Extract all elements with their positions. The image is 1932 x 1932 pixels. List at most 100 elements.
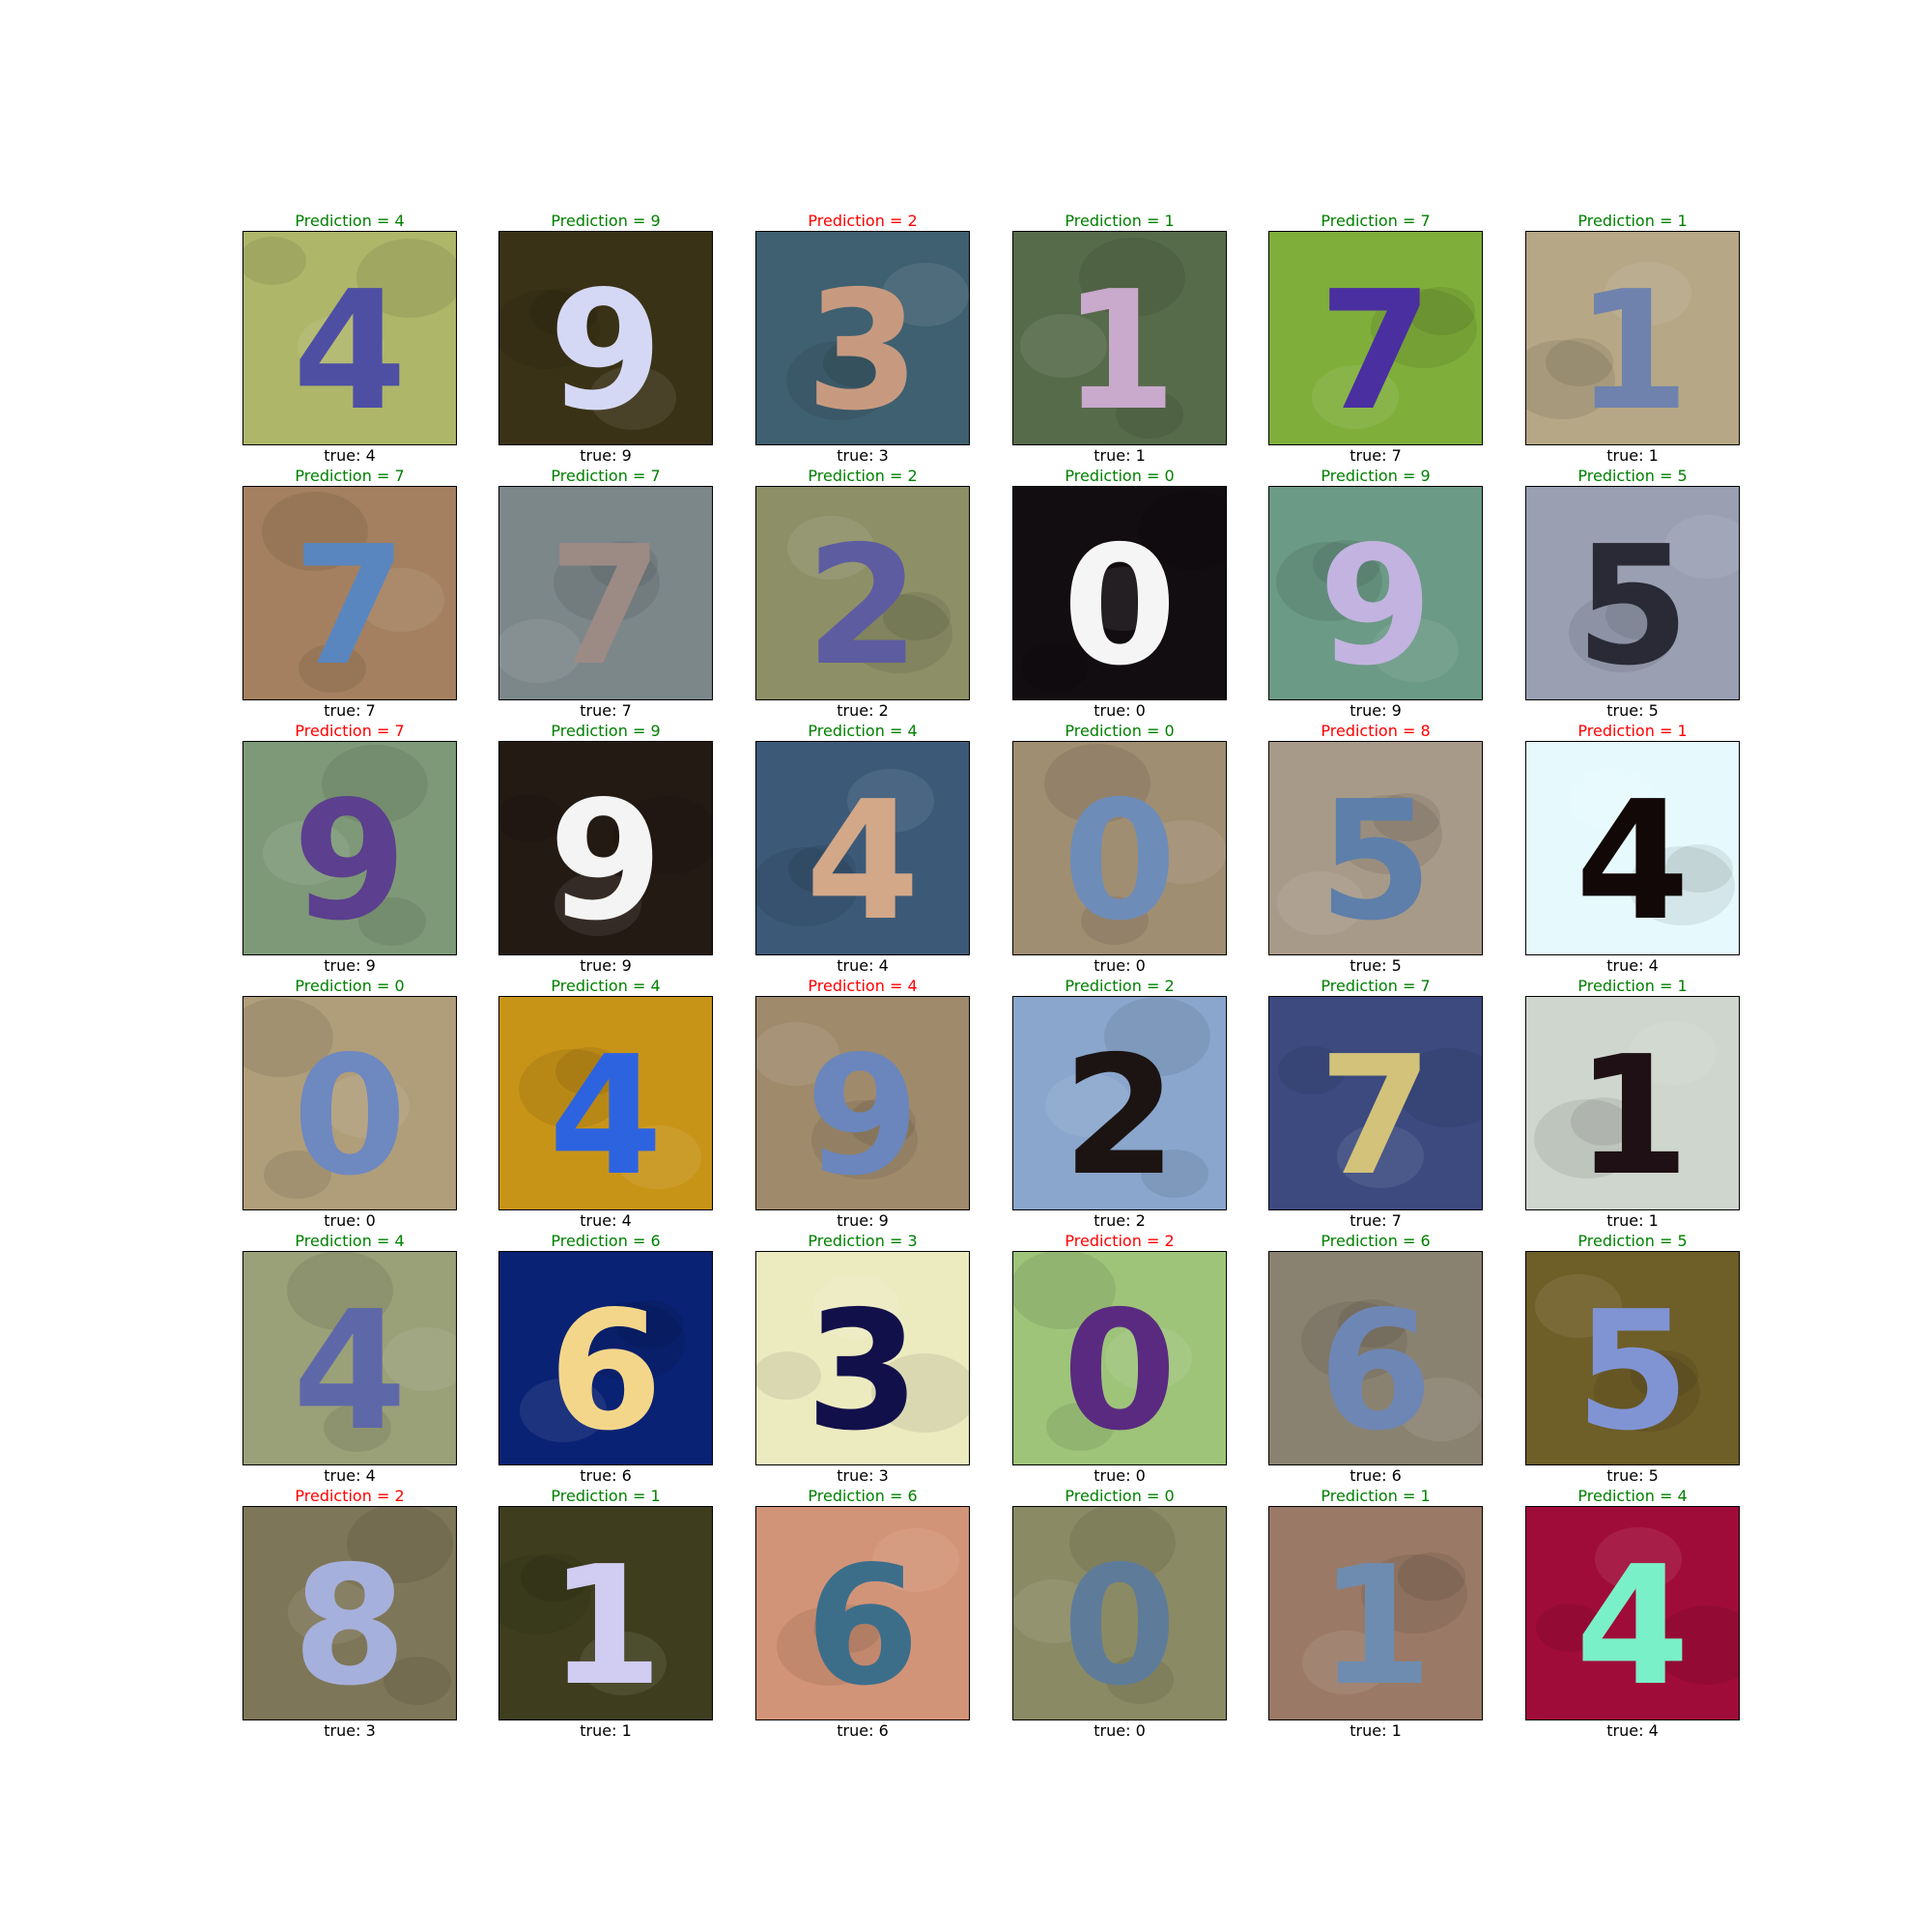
digit-panel: Prediction = 2 2 true: 2 [1012,976,1227,1232]
digit-panel: Prediction = 8 5 true: 5 [1268,721,1483,977]
digit-glyph: 1 [1319,1531,1433,1719]
digit-panel: Prediction = 4 4 true: 4 [498,976,713,1232]
digit-glyph: 9 [549,766,663,954]
image-texture [1276,542,1382,621]
image-background [1269,487,1482,699]
true-label: true: 5 [1606,701,1659,720]
image-texture [580,1632,667,1695]
image-texture [357,568,444,632]
prediction-label: Prediction = 2 [1065,977,1175,995]
image-texture [1629,846,1735,925]
image-texture [383,1327,456,1391]
digit-panel: Prediction = 1 4 true: 4 [1525,721,1740,977]
image-texture [1139,491,1226,570]
image-background [499,487,712,699]
prediction-label: Prediction = 5 [1577,1232,1688,1250]
digit-panel: Prediction = 4 4 true: 4 [242,1231,457,1487]
digit-glyph: 8 [293,1531,407,1719]
image-texture [1536,1604,1604,1652]
image-texture [243,237,306,285]
true-label: true: 9 [580,956,632,975]
image-texture [1069,1507,1176,1582]
true-label: true: 4 [837,956,889,975]
digit-glyph: 2 [1063,1021,1177,1209]
image-texture [287,1252,393,1330]
prediction-label: Prediction = 1 [1065,212,1175,230]
image-texture [555,1047,623,1095]
prediction-label: Prediction = 1 [1577,977,1688,995]
image-texture [554,872,641,936]
digit-glyph: 9 [549,256,663,444]
image-texture [1526,340,1615,419]
digit-panel: Prediction = 2 3 true: 3 [755,211,970,467]
digit-glyph: 4 [293,256,407,444]
digit-panel: Prediction = 7 7 true: 7 [1268,211,1483,467]
digit-image: 0 [1012,741,1227,955]
image-background [499,742,712,954]
prediction-label: Prediction = 7 [1321,977,1431,995]
image-texture [1534,1099,1640,1179]
image-texture [1407,287,1475,335]
image-texture [356,239,456,318]
true-label: true: 4 [1606,956,1659,975]
image-background [1526,1507,1739,1719]
prediction-label: Prediction = 6 [1321,1232,1431,1250]
digit-panel: Prediction = 0 0 true: 0 [242,976,457,1232]
image-texture [262,492,368,571]
digit-panel: Prediction = 4 4 true: 4 [1525,1486,1740,1742]
image-texture [1140,820,1226,884]
image-texture [1605,591,1673,639]
image-background [1013,997,1226,1209]
prediction-label: Prediction = 1 [551,1487,661,1505]
image-texture [756,847,858,926]
image-texture [1106,1656,1174,1704]
image-background [756,1507,969,1719]
digit-image: 4 [242,1251,457,1465]
image-texture [1664,515,1739,579]
digit-image: 6 [498,1251,713,1465]
image-texture [1361,1554,1467,1634]
digit-glyph: 1 [549,1531,663,1719]
digit-image: 6 [1268,1251,1483,1465]
digit-glyph: 1 [1576,256,1690,444]
digit-glyph: 7 [1319,1021,1433,1209]
digit-image: 5 [1268,741,1483,955]
prediction-label: Prediction = 4 [551,977,661,995]
digit-glyph: 7 [293,511,407,699]
digit-glyph: 4 [293,1276,407,1464]
digit-glyph: 4 [549,1021,663,1209]
image-background [1526,487,1739,699]
digit-glyph: 5 [1319,766,1433,954]
digit-panel: Prediction = 0 0 true: 0 [1012,721,1227,977]
prediction-label: Prediction = 7 [1321,212,1431,230]
image-texture [298,315,384,379]
digit-panel: Prediction = 1 1 true: 1 [1012,211,1227,467]
image-texture [1313,540,1380,588]
image-texture [1546,338,1613,386]
prediction-label: Prediction = 6 [551,1232,661,1250]
image-texture [1630,1021,1717,1085]
true-label: true: 2 [1094,1211,1146,1230]
prediction-label: Prediction = 5 [1577,467,1688,485]
prediction-label: Prediction = 0 [1065,1487,1175,1505]
true-label: true: 5 [1606,1466,1659,1485]
image-texture [615,1300,683,1349]
image-texture [777,1606,883,1686]
digit-image: 7 [498,486,713,700]
digit-image: 4 [1525,741,1740,955]
true-label: true: 2 [837,701,889,720]
digit-image: 3 [755,231,970,445]
image-background [1526,742,1739,954]
image-texture [579,1302,685,1381]
prediction-label: Prediction = 4 [295,212,405,230]
digit-panel: Prediction = 2 2 true: 2 [755,466,970,722]
image-texture [813,1605,881,1653]
digit-panel: Prediction = 1 1 true: 1 [498,1486,713,1742]
image-background [1269,232,1482,444]
prediction-label: Prediction = 8 [1321,722,1431,740]
image-texture [264,1151,331,1199]
digit-image: 9 [498,741,713,955]
digit-glyph: 6 [1319,1276,1433,1464]
digit-image: 6 [755,1506,970,1720]
digit-glyph: 6 [806,1531,920,1719]
